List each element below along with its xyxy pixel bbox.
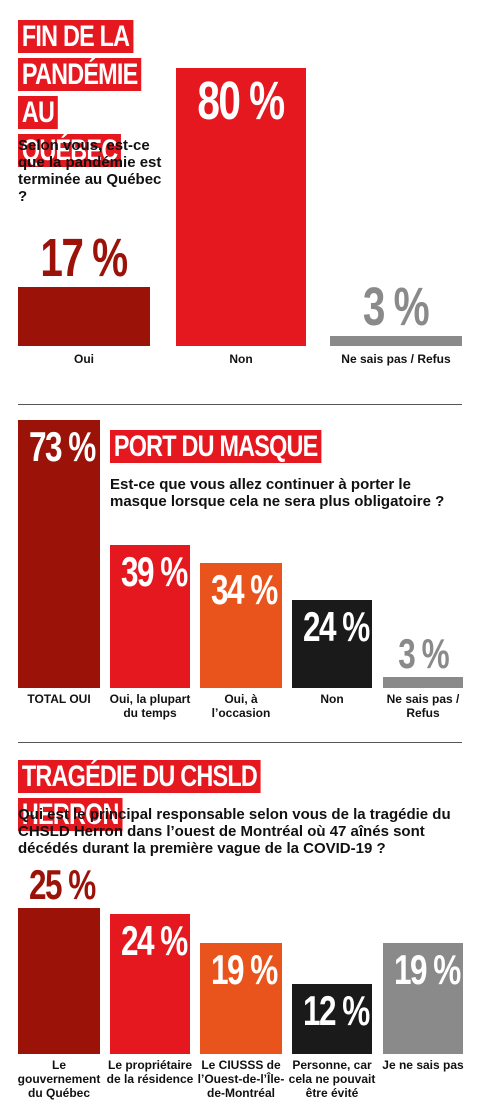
value-label: 19 % (200, 949, 282, 991)
value-label: 17 % (18, 231, 150, 285)
category-label: Ne sais pas / Refus (341, 352, 451, 366)
value-label-text: 12 % (302, 986, 370, 1034)
value-label: 34 % (200, 569, 282, 611)
bar (383, 676, 463, 688)
value-label-text: 19 % (393, 946, 461, 994)
value-label-text: 3 % (363, 276, 430, 337)
bar (18, 286, 150, 346)
value-label: 3 % (383, 629, 463, 677)
category-label: Le propriétaire de la résidence (106, 1058, 194, 1086)
chart-title: FIN DE LA PANDÉMIE AU QUÉBEC (18, 18, 142, 170)
category-label: Oui, la plupart du temps (109, 692, 191, 720)
bar (18, 420, 100, 688)
value-label-text: 73 % (28, 423, 96, 471)
value-label: 24 % (292, 602, 372, 650)
bar (330, 335, 462, 346)
category-label: Ne sais pas / Refus (386, 692, 460, 720)
bar (110, 544, 190, 688)
value-label-text: 39 % (120, 547, 188, 595)
category-label: Le CIUSSS de l’Ouest-de-l’Île-de-Montréa… (197, 1058, 285, 1100)
bar (110, 913, 190, 1054)
chart-title: PORT DU MASQUE (110, 428, 344, 466)
separator (18, 742, 462, 743)
value-label-text: 80 % (197, 71, 286, 131)
value-label-text: 17 % (40, 227, 129, 288)
category-label: Oui (74, 352, 94, 366)
value-label: 24 % (110, 916, 190, 964)
bar (200, 563, 282, 688)
category-label: Je ne sais pas (382, 1058, 464, 1072)
bar (176, 68, 306, 346)
value-label: 19 % (383, 949, 463, 991)
category-label: Non (229, 352, 253, 366)
value-label: 3 % (330, 280, 462, 334)
question: Est-ce que vous allez continuer à porter… (110, 476, 445, 510)
value-label-text: 19 % (210, 946, 278, 994)
separator (18, 404, 462, 405)
category-label: Le gouvernement du Québec (17, 1058, 101, 1100)
value-label-text: 24 % (120, 916, 188, 964)
chart-title-text: PORT DU MASQUE (110, 430, 322, 463)
category-label: TOTAL OUI (27, 692, 91, 706)
category-label: Personne, car cela ne pouvait être évité (288, 1058, 376, 1100)
bar (383, 943, 463, 1054)
value-label: 12 % (292, 986, 372, 1034)
value-label: 25 % (18, 864, 100, 906)
value-label-text: 3 % (398, 629, 449, 677)
bar (200, 943, 282, 1054)
value-label-text: 25 % (28, 861, 96, 908)
value-label: 39 % (110, 547, 190, 595)
bar (18, 908, 100, 1054)
value-label: 80 % (176, 74, 306, 128)
value-label: 73 % (18, 426, 100, 468)
category-label: Oui, à l’occasion (211, 692, 271, 720)
bar (292, 983, 372, 1054)
category-label: Non (320, 692, 344, 706)
chart-title: TRAGÉDIE DU CHSLD HERRON (18, 758, 330, 834)
question: Qui est le principal responsable selon v… (18, 806, 451, 857)
bar (292, 599, 372, 688)
value-label-text: 34 % (210, 566, 278, 614)
value-label-text: 24 % (302, 602, 370, 650)
question: Selon vous, est-ce que la pandémie est t… (18, 137, 162, 205)
